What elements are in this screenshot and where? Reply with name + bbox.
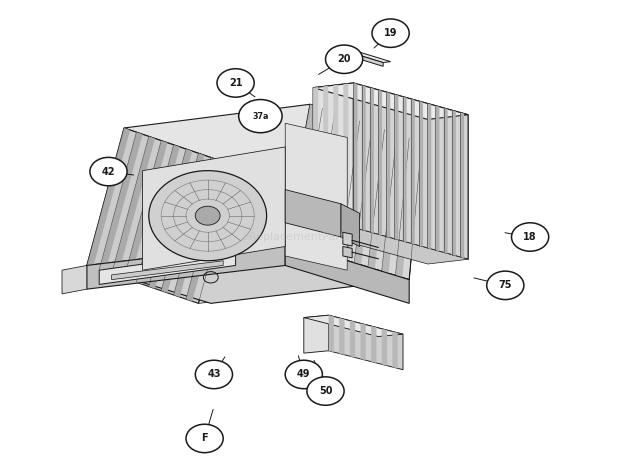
Polygon shape bbox=[304, 315, 403, 337]
Polygon shape bbox=[396, 138, 415, 278]
Polygon shape bbox=[334, 85, 339, 230]
Polygon shape bbox=[327, 117, 353, 256]
Polygon shape bbox=[99, 132, 143, 272]
Polygon shape bbox=[186, 162, 229, 301]
Polygon shape bbox=[313, 87, 318, 232]
Polygon shape bbox=[323, 86, 328, 231]
Text: 75: 75 bbox=[498, 280, 512, 291]
Text: 37a: 37a bbox=[252, 112, 268, 120]
Polygon shape bbox=[386, 92, 390, 238]
Circle shape bbox=[195, 206, 220, 225]
Polygon shape bbox=[87, 128, 236, 303]
Polygon shape bbox=[62, 265, 87, 294]
Polygon shape bbox=[136, 145, 180, 284]
Polygon shape bbox=[402, 97, 407, 242]
Polygon shape bbox=[285, 190, 341, 237]
Polygon shape bbox=[304, 315, 329, 353]
Polygon shape bbox=[285, 123, 347, 270]
Circle shape bbox=[285, 360, 322, 389]
Polygon shape bbox=[99, 251, 236, 284]
Polygon shape bbox=[419, 101, 423, 247]
Polygon shape bbox=[161, 153, 205, 293]
Polygon shape bbox=[299, 109, 329, 248]
Circle shape bbox=[90, 157, 127, 186]
Circle shape bbox=[195, 360, 232, 389]
Circle shape bbox=[487, 271, 524, 300]
Polygon shape bbox=[354, 125, 378, 265]
Polygon shape bbox=[410, 99, 415, 245]
Polygon shape bbox=[329, 315, 334, 352]
Polygon shape bbox=[352, 52, 391, 63]
Circle shape bbox=[512, 223, 549, 251]
Polygon shape bbox=[340, 121, 366, 261]
Polygon shape bbox=[285, 104, 422, 280]
Polygon shape bbox=[452, 110, 456, 256]
Polygon shape bbox=[343, 232, 352, 246]
Polygon shape bbox=[339, 318, 345, 355]
Polygon shape bbox=[378, 90, 382, 236]
Circle shape bbox=[239, 100, 282, 133]
Polygon shape bbox=[343, 83, 348, 228]
Polygon shape bbox=[313, 83, 468, 119]
Polygon shape bbox=[285, 242, 409, 303]
Polygon shape bbox=[392, 331, 397, 368]
Circle shape bbox=[217, 69, 254, 97]
Polygon shape bbox=[435, 106, 440, 251]
Circle shape bbox=[186, 424, 223, 453]
Polygon shape bbox=[382, 329, 387, 365]
Polygon shape bbox=[343, 246, 352, 258]
Polygon shape bbox=[143, 147, 285, 270]
Text: 21: 21 bbox=[229, 78, 242, 88]
Circle shape bbox=[149, 171, 267, 261]
Polygon shape bbox=[329, 315, 403, 370]
Polygon shape bbox=[350, 320, 355, 357]
Text: eReplacementParts.com: eReplacementParts.com bbox=[242, 232, 378, 242]
Text: 42: 42 bbox=[102, 166, 115, 177]
Polygon shape bbox=[443, 108, 448, 254]
Text: 50: 50 bbox=[319, 386, 332, 396]
Polygon shape bbox=[353, 83, 358, 228]
Text: 43: 43 bbox=[207, 369, 221, 380]
Polygon shape bbox=[149, 149, 192, 289]
Polygon shape bbox=[285, 104, 316, 244]
Polygon shape bbox=[361, 85, 366, 231]
Polygon shape bbox=[174, 157, 217, 297]
Polygon shape bbox=[371, 326, 376, 363]
Polygon shape bbox=[427, 103, 432, 249]
Text: F: F bbox=[202, 433, 208, 444]
Polygon shape bbox=[368, 129, 391, 269]
Polygon shape bbox=[124, 141, 167, 280]
Polygon shape bbox=[352, 53, 383, 66]
Circle shape bbox=[372, 19, 409, 47]
Polygon shape bbox=[370, 88, 374, 233]
Polygon shape bbox=[394, 94, 399, 240]
Polygon shape bbox=[353, 83, 468, 259]
Polygon shape bbox=[460, 112, 464, 258]
Polygon shape bbox=[87, 242, 409, 303]
Polygon shape bbox=[360, 323, 366, 360]
Polygon shape bbox=[87, 242, 285, 289]
Polygon shape bbox=[313, 83, 353, 232]
Polygon shape bbox=[312, 113, 341, 252]
Polygon shape bbox=[112, 137, 155, 276]
Polygon shape bbox=[313, 228, 468, 264]
Text: 18: 18 bbox=[523, 232, 537, 242]
Text: 20: 20 bbox=[337, 54, 351, 64]
Polygon shape bbox=[198, 142, 422, 303]
Polygon shape bbox=[87, 128, 130, 267]
Polygon shape bbox=[341, 204, 360, 246]
Circle shape bbox=[326, 45, 363, 73]
Text: 49: 49 bbox=[297, 369, 311, 380]
Circle shape bbox=[307, 377, 344, 405]
Polygon shape bbox=[382, 134, 403, 273]
Text: 19: 19 bbox=[384, 28, 397, 38]
Polygon shape bbox=[112, 261, 223, 280]
Polygon shape bbox=[124, 104, 422, 166]
